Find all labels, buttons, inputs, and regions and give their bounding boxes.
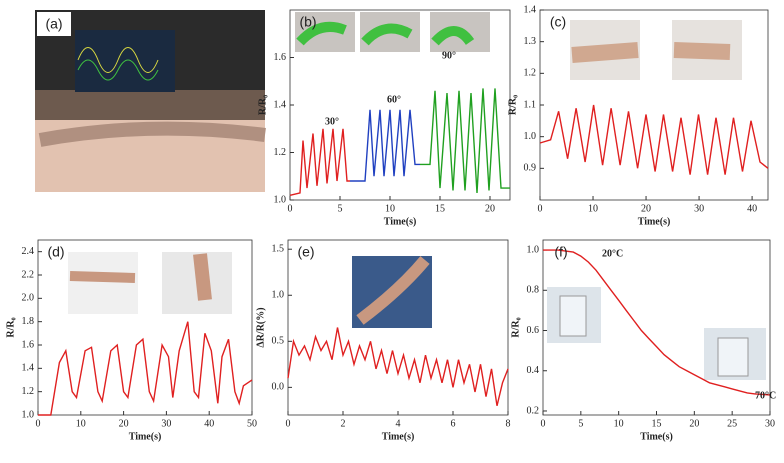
- x-tick-label: 15: [652, 418, 662, 429]
- panel-label: (f): [554, 244, 567, 260]
- x-tick-label: 0: [36, 418, 41, 429]
- x-tick-label: 4: [396, 418, 401, 429]
- x-axis-title: Time(s): [638, 216, 671, 227]
- annotation: 70°C: [755, 390, 776, 401]
- y-tick-label: 1.5: [272, 244, 285, 255]
- y-tick-label: 1.2: [22, 386, 35, 397]
- insets: [68, 12, 766, 380]
- x-tick-label: 8: [506, 418, 511, 429]
- y-tick-label: 2.0: [22, 293, 35, 304]
- y-tick-label: 1.3: [524, 36, 537, 47]
- x-tick-label: 10: [76, 418, 86, 429]
- photo-a: [35, 10, 266, 192]
- y-tick-label: 1.2: [524, 68, 537, 79]
- x-tick-label: 20: [119, 418, 129, 429]
- y-tick-label: 0.8: [527, 285, 540, 296]
- x-tick-label: 40: [204, 418, 214, 429]
- data-line: [350, 109, 420, 182]
- y-tick-label: 1.0: [272, 290, 285, 301]
- x-axis-title: Time(s): [640, 431, 673, 442]
- data-line: [289, 128, 350, 196]
- y-tick-label: 0.9: [524, 163, 537, 174]
- annotation: 30°: [325, 116, 339, 127]
- y-tick-label: 1.4: [22, 363, 35, 374]
- y-tick-label: 1.8: [22, 316, 35, 327]
- panel-label: (e): [297, 244, 314, 260]
- data-line: [420, 88, 510, 193]
- annotation: 60°: [387, 94, 401, 105]
- panel-label: (a): [45, 16, 62, 32]
- annotation: 90°: [442, 50, 456, 61]
- y-tick-label: 0.4: [527, 365, 540, 376]
- data-line: [287, 327, 509, 406]
- x-tick-label: 30: [765, 418, 775, 429]
- y-tick-label: 1.4: [274, 99, 287, 110]
- y-tick-label: 1.2: [274, 147, 287, 158]
- y-tick-label: 2.2: [22, 269, 35, 280]
- x-tick-label: 0: [541, 418, 546, 429]
- panel-label: (b): [299, 14, 316, 30]
- x-tick-label: 0: [538, 203, 543, 214]
- x-tick-label: 0: [288, 203, 293, 214]
- y-tick-label: 1.0: [274, 194, 287, 205]
- y-tick-label: 1.4: [524, 4, 537, 15]
- y-tick-label: 1.0: [524, 131, 537, 142]
- x-axis-title: Time(s): [129, 431, 162, 442]
- x-tick-label: 40: [747, 203, 757, 214]
- y-tick-label: 1.0: [527, 244, 540, 255]
- plot-frame: [37, 239, 253, 416]
- x-axis-title: Time(s): [382, 431, 415, 442]
- y-axis-title: R/R₀: [5, 317, 16, 337]
- x-tick-label: 5: [578, 418, 583, 429]
- x-tick-label: 20: [485, 203, 495, 214]
- x-tick-label: 25: [727, 418, 737, 429]
- x-tick-label: 50: [247, 418, 257, 429]
- y-tick-label: 1.1: [524, 99, 537, 110]
- x-tick-label: 2: [341, 418, 346, 429]
- x-axis-title: Time(s): [384, 216, 417, 227]
- y-axis-title: R/R₀: [507, 95, 518, 115]
- x-tick-label: 10: [588, 203, 598, 214]
- x-tick-label: 10: [385, 203, 395, 214]
- y-axis-title: ΔR/R(%): [255, 307, 266, 347]
- y-tick-label: 0.6: [527, 325, 540, 336]
- data-line: [539, 104, 769, 175]
- y-tick-label: 1.0: [22, 409, 35, 420]
- x-tick-label: 30: [694, 203, 704, 214]
- y-axis-title: R/R₀: [510, 317, 521, 337]
- panel-label: (d): [47, 244, 64, 260]
- panel-label: (c): [550, 14, 566, 30]
- x-tick-label: 15: [435, 203, 445, 214]
- y-tick-label: 2.4: [22, 246, 35, 257]
- x-tick-label: 0: [286, 418, 291, 429]
- x-tick-label: 30: [161, 418, 171, 429]
- annotation: 20°C: [602, 248, 623, 259]
- y-tick-label: 1.6: [274, 52, 287, 63]
- x-tick-label: 20: [689, 418, 699, 429]
- y-tick-label: 0.5: [272, 336, 285, 347]
- data-line: [38, 321, 253, 416]
- y-axis-title: R/R₀: [257, 95, 268, 115]
- data-line: [543, 249, 771, 396]
- x-tick-label: 20: [641, 203, 651, 214]
- y-tick-label: 1.6: [22, 339, 35, 350]
- x-tick-label: 6: [451, 418, 456, 429]
- y-tick-label: 0.0: [272, 382, 285, 393]
- x-tick-label: 10: [614, 418, 624, 429]
- x-tick-label: 5: [338, 203, 343, 214]
- y-tick-label: 0.2: [527, 405, 540, 416]
